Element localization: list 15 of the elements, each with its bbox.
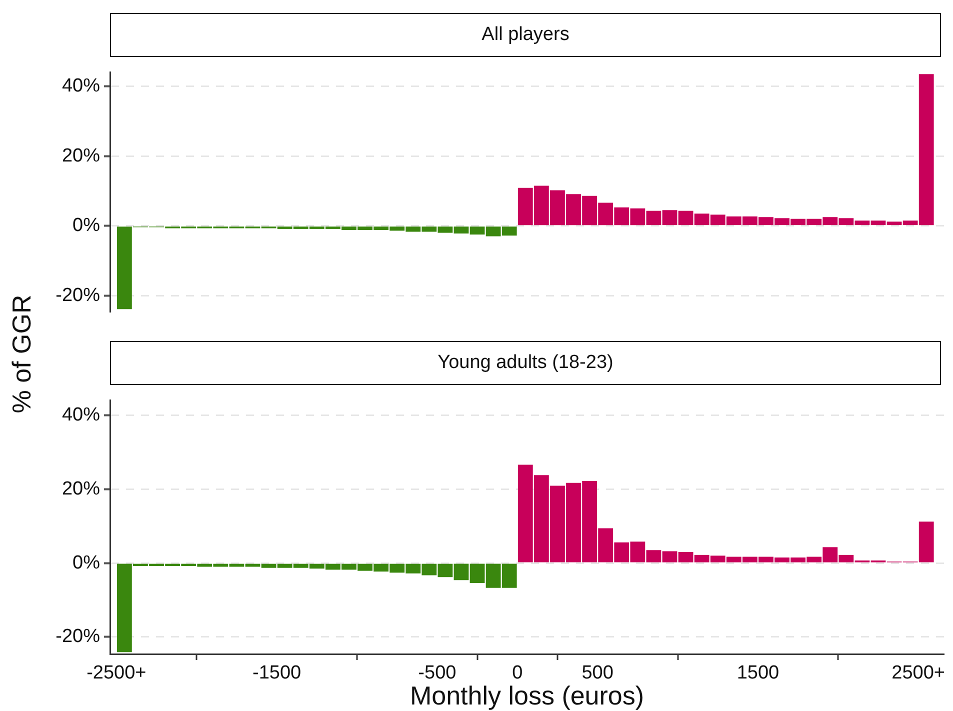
y-tick-label: -20% — [56, 284, 100, 306]
x-tick-label: 1500 — [736, 662, 780, 684]
y-axis-title: % of GGR — [6, 294, 38, 414]
chart-title: Young adults (18-23) — [110, 341, 941, 385]
y-tick-label: 20% — [62, 145, 100, 166]
chart-title: All players — [110, 13, 941, 57]
y-tick-label: 0% — [72, 215, 100, 236]
x-tick-label: -2500+ — [86, 662, 146, 684]
y-tick-label: -20% — [56, 626, 100, 648]
y-tick-label: 20% — [62, 478, 100, 500]
x-tick-label: -1500 — [252, 662, 302, 684]
y-tick-label: 40% — [62, 76, 100, 97]
x-tick-label: 2500+ — [892, 662, 946, 684]
y-tick-label: 0% — [72, 552, 100, 574]
y-tick-label: 40% — [62, 404, 100, 426]
